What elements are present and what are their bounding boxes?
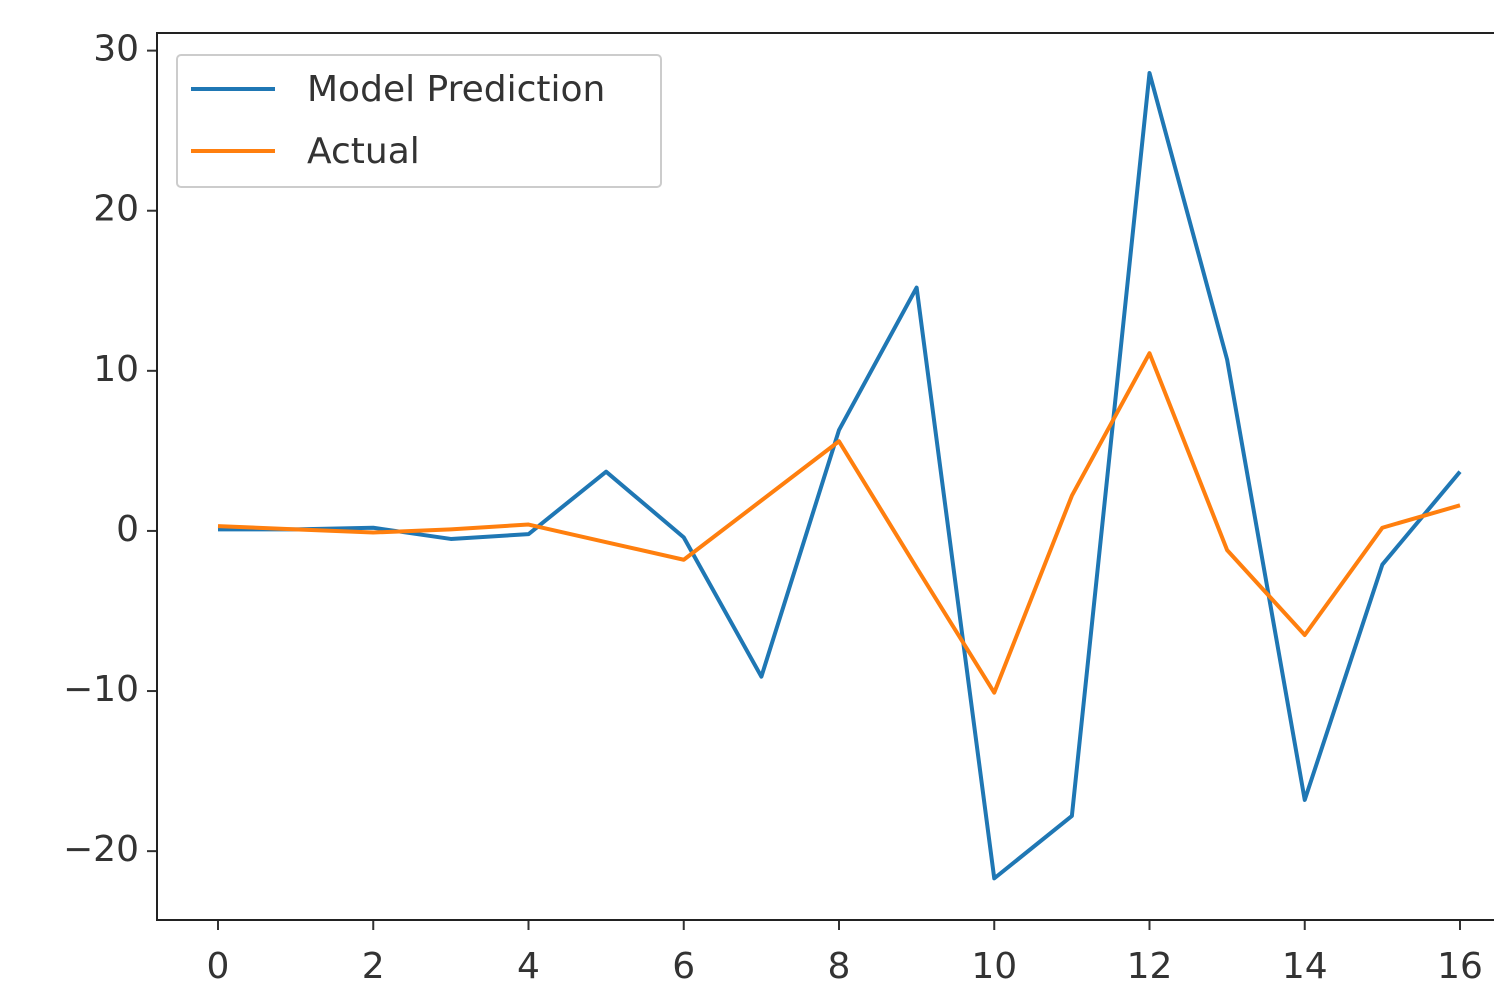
x-tick-label: 4 xyxy=(517,946,540,987)
y-tick-label: −10 xyxy=(63,669,139,710)
y-tick-label: 30 xyxy=(93,29,139,70)
x-tick-label: 14 xyxy=(1282,946,1328,987)
legend-label: Actual xyxy=(307,131,420,172)
y-tick-label: 0 xyxy=(116,509,139,550)
x-tick-label: 8 xyxy=(828,946,851,987)
y-tick-label: 20 xyxy=(93,189,139,230)
legend-box xyxy=(176,54,662,188)
line-series xyxy=(217,351,1461,695)
y-tick-label: −20 xyxy=(63,829,139,870)
x-tick-label: 0 xyxy=(207,946,230,987)
x-tick-label: 12 xyxy=(1127,946,1173,987)
x-tick-label: 2 xyxy=(362,946,385,987)
x-tick-label: 6 xyxy=(672,946,695,987)
line-series xyxy=(218,71,1462,881)
y-tick-label: 10 xyxy=(93,349,139,390)
x-tick-label: 16 xyxy=(1437,946,1483,987)
axes-frame xyxy=(156,32,1494,921)
legend-label: Model Prediction xyxy=(307,69,605,110)
x-tick-label: 10 xyxy=(971,946,1017,987)
